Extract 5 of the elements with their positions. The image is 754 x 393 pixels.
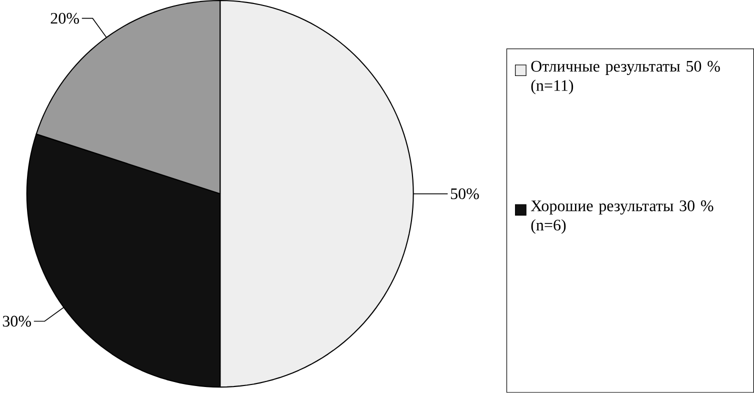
- data-label: 20%: [50, 13, 79, 24]
- data-label: 50%: [450, 188, 479, 200]
- legend-label: Хорошие результаты 30 % (n=6): [530, 200, 714, 234]
- legend-label: Отличные результаты 50 % (n=11): [531, 61, 720, 94]
- data-label: 30%: [2, 316, 32, 327]
